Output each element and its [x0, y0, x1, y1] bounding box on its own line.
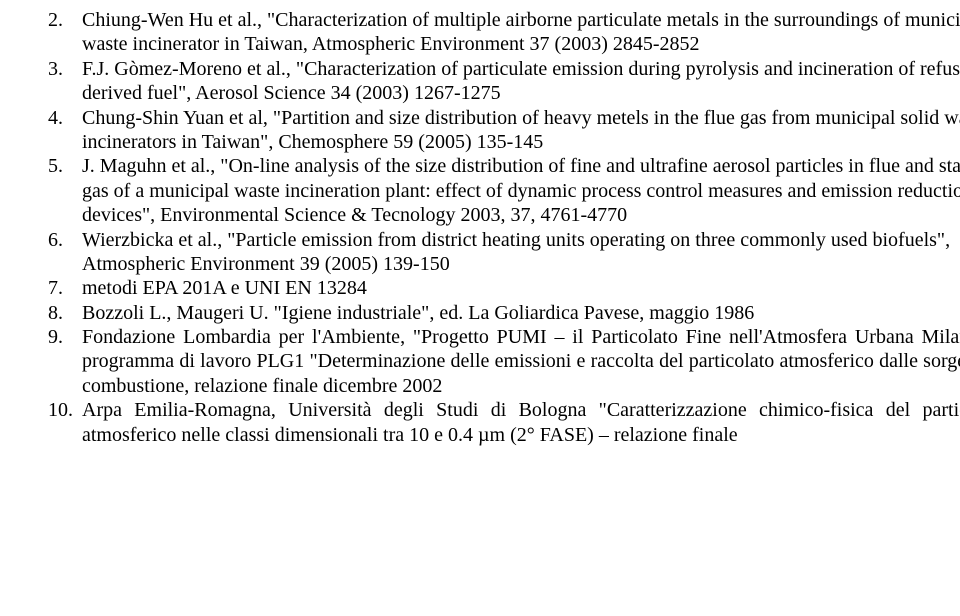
- reference-item: Wierzbicka et al., "Particle emission fr…: [48, 228, 960, 277]
- reference-item: Chiung-Wen Hu et al., "Characterization …: [48, 8, 960, 57]
- reference-text: Bozzoli L., Maugeri U. "Igiene industria…: [82, 302, 754, 324]
- reference-text: J. Maguhn et al., "On-line analysis of t…: [82, 155, 960, 226]
- reference-text: Wierzbicka et al., "Particle emission fr…: [82, 229, 950, 275]
- reference-text: Chung-Shin Yuan et al, "Partition and si…: [82, 107, 960, 153]
- reference-item: metodi EPA 201A e UNI EN 13284: [48, 276, 960, 300]
- reference-item: Chung-Shin Yuan et al, "Partition and si…: [48, 106, 960, 155]
- reference-text: Arpa Emilia-Romagna, Università degli St…: [82, 399, 960, 445]
- reference-item: F.J. Gòmez-Moreno et al., "Characterizat…: [48, 57, 960, 106]
- reference-text: F.J. Gòmez-Moreno et al., "Characterizat…: [82, 58, 960, 104]
- reference-item: Fondazione Lombardia per l'Ambiente, "Pr…: [48, 325, 960, 398]
- reference-text: Fondazione Lombardia per l'Ambiente, "Pr…: [82, 326, 960, 397]
- reference-list: Chiung-Wen Hu et al., "Characterization …: [48, 8, 960, 447]
- reference-item: Bozzoli L., Maugeri U. "Igiene industria…: [48, 301, 960, 325]
- reference-text: Chiung-Wen Hu et al., "Characterization …: [82, 9, 960, 55]
- reference-item: Arpa Emilia-Romagna, Università degli St…: [48, 398, 960, 447]
- reference-text: metodi EPA 201A e UNI EN 13284: [82, 277, 367, 299]
- reference-item: J. Maguhn et al., "On-line analysis of t…: [48, 154, 960, 227]
